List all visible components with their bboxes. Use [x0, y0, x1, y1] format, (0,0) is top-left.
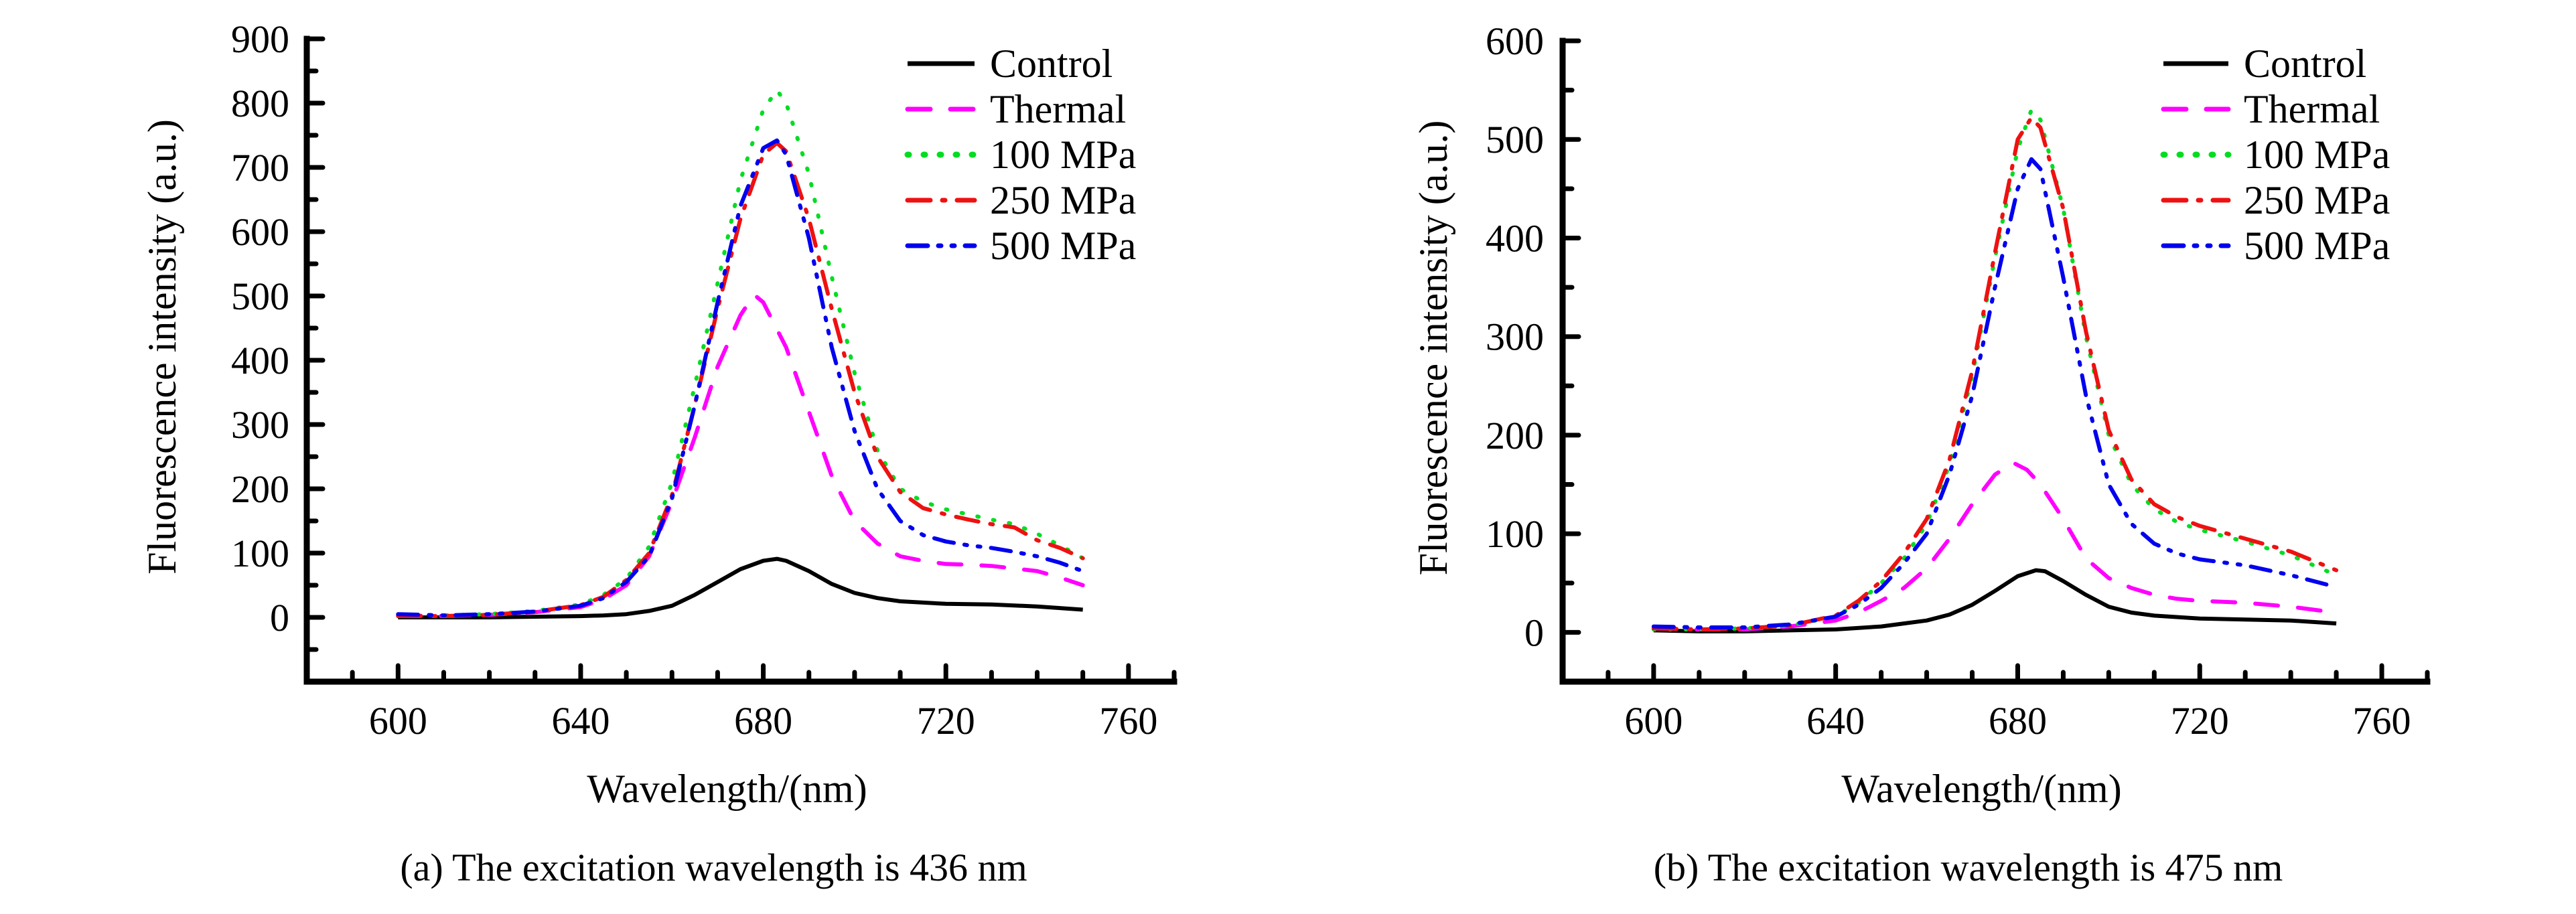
series-line-500-mpa [1651, 157, 2339, 629]
x-tick-label: 720 [2171, 699, 2229, 743]
figure-caption: (b) The excitation wavelength is 475 nm [1654, 846, 2283, 889]
series-line-thermal [1651, 461, 2339, 631]
y-tick-label: 0 [1524, 611, 1544, 654]
y-tick-label: 300 [231, 403, 289, 447]
legend-label: 500 MPa [990, 224, 1136, 268]
y-tick-label: 200 [1486, 414, 1544, 457]
y-tick-label: 500 [231, 275, 289, 318]
x-tick-label: 760 [2353, 699, 2411, 743]
y-tick-label: 500 [1486, 118, 1544, 161]
y-tick-label: 600 [231, 210, 289, 254]
y-tick-label: 0 [270, 596, 289, 639]
x-tick-label: 680 [1989, 699, 2047, 743]
x-tick-label: 640 [1806, 699, 1865, 743]
chart-a: 0 100 200 300 400 500 600 700 800 900 600 640 680 720… [140, 17, 1177, 889]
figure-caption: (a) The excitation wavelength is 436 nm [400, 846, 1027, 889]
series-line-100-mpa [1651, 108, 2339, 631]
x-axis-title: Wavelength/(nm) [587, 767, 867, 811]
legend-label: Control [990, 42, 1113, 86]
y-tick-label: 600 [1486, 19, 1544, 63]
series-line-thermal [396, 293, 1085, 619]
y-axis-title: Fluorescence intensity (a.u.) [1411, 121, 1455, 576]
series-line-250-mpa [1651, 115, 2339, 631]
series-line-500-mpa [396, 138, 1085, 618]
y-tick-label: 400 [231, 339, 289, 382]
legend-label: 100 MPa [990, 133, 1136, 177]
legend-label: Control [2244, 42, 2366, 86]
x-tick-label: 680 [734, 699, 792, 743]
chart-b: 0 100 200 300 400 500 600 600 640 680 720 760 Wavele… [1411, 19, 2431, 889]
y-axis-title: Fluorescence intensity (a.u.) [140, 119, 184, 575]
series-line-100-mpa [396, 88, 1085, 618]
x-axis-title: Wavelength/(nm) [1841, 767, 2121, 811]
x-tick-label: 760 [1099, 699, 1157, 743]
y-tick-label: 200 [231, 467, 289, 511]
series-line-control [398, 556, 1083, 619]
x-tick-label: 600 [369, 699, 427, 743]
y-tick-label: 900 [231, 17, 289, 61]
legend-label: 500 MPa [2244, 224, 2390, 268]
y-tick-label: 100 [1486, 512, 1544, 556]
legend-label: Thermal [990, 87, 1126, 131]
legend-label: 250 MPa [990, 178, 1136, 222]
x-tick-label: 720 [917, 699, 975, 743]
series-line-250-mpa [396, 141, 1085, 619]
legend-label: 250 MPa [2244, 178, 2390, 222]
legend-label: Thermal [2244, 87, 2380, 131]
y-tick-label: 400 [1486, 216, 1544, 260]
y-tick-label: 800 [231, 82, 289, 125]
legend-label: 100 MPa [2244, 133, 2390, 177]
y-tick-label: 700 [231, 146, 289, 189]
y-tick-label: 300 [1486, 315, 1544, 359]
series-line-control [1653, 568, 2337, 633]
y-tick-label: 100 [231, 532, 289, 575]
x-tick-label: 640 [551, 699, 610, 743]
x-tick-label: 600 [1624, 699, 1683, 743]
